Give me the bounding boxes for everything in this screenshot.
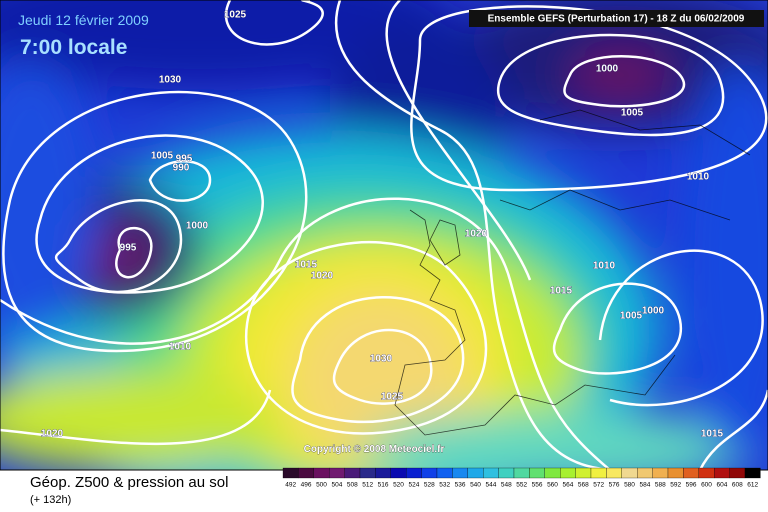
colorbar-cell [436, 467, 453, 479]
legend-title: Géop. Z500 & pression au sol [30, 474, 228, 491]
isobar-label: 1020 [311, 271, 334, 282]
colorbar-label: 564 [562, 482, 573, 489]
local-time: 7:00 locale [20, 36, 127, 59]
colorbar-cell [452, 467, 468, 479]
colorbar-label: 592 [670, 482, 681, 489]
colorbar-label: 612 [747, 482, 758, 489]
colorbar-label: 540 [470, 482, 481, 489]
colorbar-label: 608 [732, 482, 743, 489]
colorbar-label: 504 [331, 482, 342, 489]
colorbar-cell [667, 467, 684, 479]
isobar-label: 1000 [596, 64, 619, 75]
colorbar-cell [714, 467, 730, 479]
colorbar-label: 548 [501, 482, 512, 489]
colorbar-label: 508 [347, 482, 358, 489]
colorbar-cell [698, 467, 715, 479]
colorbar-label: 584 [639, 482, 650, 489]
isobar-label: 1010 [593, 261, 616, 272]
colorbar-cell [544, 467, 561, 479]
colorbar-label: 500 [316, 482, 327, 489]
date: Jeudi 12 février 2009 [18, 12, 149, 28]
isobar-label: 1005 [620, 311, 643, 322]
colorbar-cell [652, 467, 669, 479]
isobar-label: 1015 [550, 286, 573, 297]
colorbar-label: 520 [393, 482, 404, 489]
colorbar-label: 576 [609, 482, 620, 489]
colorbar-label: 552 [516, 482, 527, 489]
colorbar-label: 536 [455, 482, 466, 489]
colorbar-cell [344, 467, 361, 479]
colorbar-cell [637, 467, 653, 479]
colorbar-label: 496 [301, 482, 312, 489]
isobar-label: 1030 [370, 354, 393, 365]
isobar-label: 1000 [186, 221, 209, 232]
run-info: Ensemble GEFS (Perturbation 17) - 18 Z d… [488, 14, 745, 25]
isobar-label: 1025 [381, 392, 404, 403]
colorbar-cell [621, 467, 638, 479]
colorbar-label: 568 [578, 482, 589, 489]
colorbar-label: 596 [686, 482, 697, 489]
colorbar-label: 588 [655, 482, 666, 489]
colorbar-cell [683, 467, 699, 479]
colorbar-cell [606, 467, 622, 479]
isobar-label: 995 [176, 154, 193, 165]
isobars [0, 0, 768, 470]
colorbar-label: 556 [532, 482, 543, 489]
colorbar-label: 524 [408, 482, 419, 489]
colorbar-label: 512 [362, 482, 373, 489]
colorbar-cell [282, 467, 299, 479]
isobar-label: 1015 [295, 260, 318, 271]
coastlines [394, 109, 751, 436]
colorbar-cell [744, 467, 761, 479]
colorbar-label: 604 [716, 482, 727, 489]
isobar-label: 1020 [465, 229, 488, 240]
isobar-label: 1000 [642, 306, 665, 317]
colorbar-label: 516 [378, 482, 389, 489]
colorbar-cell [406, 467, 422, 479]
isobar-label: 1030 [159, 75, 182, 86]
colorbar-cell [483, 467, 499, 479]
isobar-label: 1025 [224, 10, 247, 21]
colorbar-label: 532 [439, 482, 450, 489]
isobar-label: 995 [120, 243, 137, 254]
isobar-label: 990 [173, 163, 190, 174]
colorbar-cell [467, 467, 484, 479]
colorbar-label: 572 [593, 482, 604, 489]
colorbar-cell [513, 467, 530, 479]
lead-time: (+ 132h) [30, 494, 71, 506]
colorbar-cell [298, 467, 314, 479]
colorbar-cell [729, 467, 746, 479]
colorbar-cell [575, 467, 592, 479]
isobar-label: 1020 [41, 429, 64, 440]
colorbar-cell [313, 467, 330, 479]
colorbar-label: 580 [624, 482, 635, 489]
colorbar-label: 560 [547, 482, 558, 489]
isobar-label: 1015 [701, 429, 724, 440]
colorbar-cell [375, 467, 391, 479]
colorbar-cell [359, 467, 376, 479]
colorbar-cell [560, 467, 576, 479]
colorbar-cell [498, 467, 515, 479]
colorbar-cell [590, 467, 607, 479]
run-banner [469, 10, 764, 27]
colorbar-label: 492 [285, 482, 296, 489]
colorbar-label: 528 [424, 482, 435, 489]
isobar-label: 1010 [169, 342, 192, 353]
colorbar-cell [329, 467, 345, 479]
copyright: Copyright © 2008 Meteociel.fr [304, 444, 445, 455]
colorbar-cell [421, 467, 438, 479]
colorbar-label: 544 [485, 482, 496, 489]
colorbar-cell [390, 467, 407, 479]
colorbar-label: 600 [701, 482, 712, 489]
isobar-label: 1010 [687, 172, 710, 183]
isobar-label: 1005 [151, 151, 174, 162]
colorbar-cell [529, 467, 545, 479]
isobar-label: 1005 [621, 108, 644, 119]
